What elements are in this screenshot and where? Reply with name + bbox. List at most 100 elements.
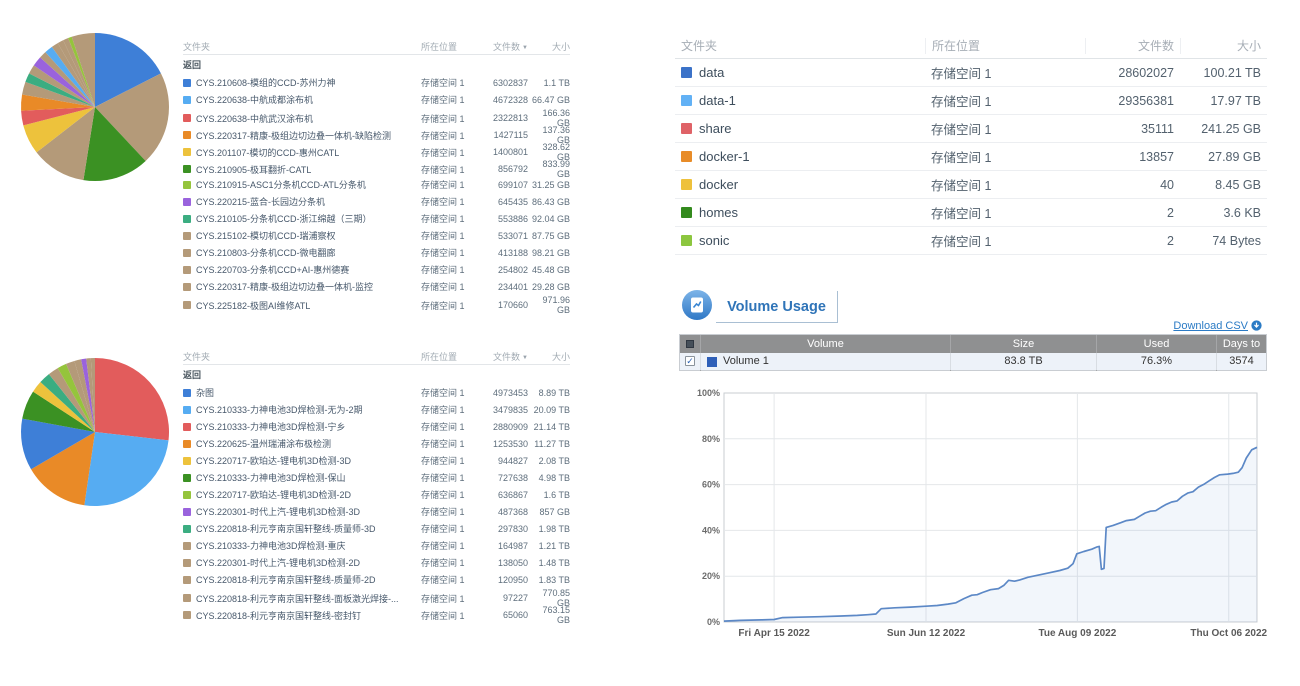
folder-name-cell: CYS.210333-力神电池3D焊检测-宁乡	[183, 420, 421, 433]
folder-row[interactable]: CYS.220215-蓝合-长园边分条机 存储空间 1 645435 86.43 GB	[183, 193, 570, 210]
folder-size: 833.99 GB	[542, 159, 570, 179]
folder-row[interactable]: CYS.210105-分条机CCD-浙江绵越（三期） 存储空间 1 553886 92…	[183, 210, 570, 227]
folder-row[interactable]: docker-1 存储空间 1 13857 27.89 GB	[675, 143, 1267, 171]
folder-name-cell: share	[675, 121, 925, 136]
folder-color-swatch	[183, 524, 191, 533]
folder-file-count: 699107	[497, 179, 528, 190]
back-link[interactable]: 返回	[183, 60, 202, 70]
back-row: 返回	[183, 365, 570, 384]
folder-row[interactable]: CYS.220717-欧珀达-锂电机3D检测-2D 存储空间 1 636867 1.6…	[183, 486, 570, 503]
folder-row[interactable]: CYS.220317-精康-极组边切边叠一体机-监控 存储空间 1 234401 29…	[183, 278, 570, 295]
folder-row[interactable]: CYS.220818-利元亨南京国轩整线-面板激光焊接-... 存储空间 1 972…	[183, 588, 570, 608]
folder-row[interactable]: CYS.220818-利元亨南京国轩整线-质量师-2D 存储空间 1 120950 1…	[183, 571, 570, 588]
folder-row[interactable]: CYS.210803-分条机CCD-微电翻廊 存储空间 1 413188 98.21 …	[183, 244, 570, 261]
pie-slice	[40, 374, 95, 432]
folder-name-cell: CYS.220301-时代上汽-锂电机3D检测-2D	[183, 556, 421, 569]
folder-name-cell: data-1	[675, 93, 925, 108]
folder-row[interactable]: 杂图 存储空间 1 4973453 8.89 TB	[183, 384, 570, 401]
folder-row[interactable]: data-1 存储空间 1 29356381 17.97 TB	[675, 87, 1267, 115]
folder-row[interactable]: CYS.220638-中航武汉涂布机 存储空间 1 2322813 166.36 GB	[183, 108, 570, 128]
folder-location: 存储空间 1	[421, 197, 465, 207]
folder-row[interactable]: CYS.220818-利元亨南京国轩整线-质量师-3D 存储空间 1 297830 1…	[183, 520, 570, 537]
folder-file-count: 35111	[1141, 121, 1174, 136]
folder-size-pie-chart-top	[20, 33, 169, 182]
select-all-checkbox-cell[interactable]	[680, 335, 700, 371]
column-header-count[interactable]: 文件数 ▼	[493, 351, 528, 362]
column-header-folder[interactable]: 文件夹	[681, 39, 718, 53]
folder-file-count: 2322813	[492, 113, 528, 123]
folder-location: 存储空间 1	[421, 422, 465, 432]
folder-name-cell: CYS.220625-温州瑞浦涂布极检测	[183, 437, 421, 450]
folder-size: 86.43 GB	[531, 196, 570, 207]
folder-location: 存储空间 1	[421, 300, 465, 311]
folder-row[interactable]: CYS.225182-极图AI维修ATL 存储空间 1 170660 971.96 G…	[183, 295, 570, 315]
folder-location: 存储空间 1	[931, 151, 992, 165]
folder-size: 74 Bytes	[1212, 233, 1261, 248]
folder-row[interactable]: share 存储空间 1 35111 241.25 GB	[675, 115, 1267, 143]
volume-checkbox[interactable]: ✓	[685, 356, 695, 366]
column-header-size[interactable]: 大小	[1180, 37, 1267, 54]
folder-row[interactable]: CYS.210333-力神电池3D焊检测-宁乡 存储空间 1 2880909 21.1…	[183, 418, 570, 435]
folder-row[interactable]: CYS.220638-中航成都涂布机 存储空间 1 4672328 66.47 GB	[183, 91, 570, 108]
folder-size: 166.36 GB	[542, 108, 570, 128]
download-icon[interactable]	[1251, 320, 1262, 331]
folder-row[interactable]: CYS.220317-精康-极组边切边叠一体机-缺陷检测 存储空间 1 142711…	[183, 125, 570, 145]
column-header-size[interactable]: 大小	[551, 41, 570, 52]
folder-location: 存储空间 1	[421, 180, 465, 190]
folder-row[interactable]: CYS.210608-模组的CCD-苏州力神 存储空间 1 6302837 1.1 T…	[183, 74, 570, 91]
folder-location: 存储空间 1	[931, 67, 992, 81]
folder-location: 存储空间 1	[421, 78, 465, 88]
folder-row[interactable]: homes 存储空间 1 2 3.6 KB	[675, 199, 1267, 227]
folder-row[interactable]: docker 存储空间 1 40 8.45 GB	[675, 171, 1267, 199]
folder-row[interactable]: CYS.210915-ASC1分条机CCD-ATL分条机 存储空间 1 699107…	[183, 176, 570, 193]
folder-row[interactable]: CYS.220818-利元亨南京国轩整线-密封钉 存储空间 1 65060 763.1…	[183, 605, 570, 625]
y-axis-tick-label: 60%	[702, 480, 720, 490]
folder-row[interactable]: CYS.220301-时代上汽-锂电机3D检测-3D 存储空间 1 487368 85…	[183, 503, 570, 520]
folder-row[interactable]: CYS.201107-模切的CCD-惠州CATL 存储空间 1 1400801 328…	[183, 142, 570, 162]
folder-size: 137.36 GB	[542, 125, 570, 145]
x-axis-tick-label: Tue Aug 09 2022	[1038, 628, 1116, 639]
select-all-checkbox[interactable]	[686, 340, 694, 349]
folder-color-swatch	[183, 214, 191, 223]
folder-row[interactable]: CYS.210333-力神电池3D焊检测-保山 存储空间 1 727638 4.98 …	[183, 469, 570, 486]
column-header-count[interactable]: 文件数	[1085, 37, 1180, 54]
folder-location: 存储空间 1	[421, 265, 465, 275]
sort-desc-icon: ▼	[522, 354, 528, 361]
folder-row[interactable]: CYS.220301-时代上汽-锂电机3D检测-2D 存储空间 1 138050 1.…	[183, 554, 570, 571]
volume-row[interactable]: ✓ Volume 1 83.8 TB 76.3% 3574	[680, 353, 1266, 370]
folder-file-count: 40	[1160, 177, 1174, 192]
folder-size: 8.89 TB	[538, 387, 570, 398]
folder-file-count: 3479835	[492, 404, 528, 415]
pie-slice	[84, 432, 169, 507]
column-header-location[interactable]: 所在位置	[421, 41, 458, 52]
folder-row[interactable]: sonic 存储空间 1 2 74 Bytes	[675, 227, 1267, 255]
column-header-folder[interactable]: 文件夹	[183, 351, 211, 362]
folder-row[interactable]: CYS.220717-欧珀达-锂电机3D检测-3D 存储空间 1 944827 2.0…	[183, 452, 570, 469]
column-header-location[interactable]: 所在位置	[421, 351, 458, 362]
folder-size: 3.6 KB	[1223, 205, 1261, 220]
folder-row[interactable]: CYS.220625-温州瑞浦涂布极检测 存储空间 1 1253530 11.27 T…	[183, 435, 570, 452]
column-header-count[interactable]: 文件数 ▼	[493, 41, 528, 52]
download-csv: Download CSV	[1060, 320, 1262, 332]
folder-row[interactable]: CYS.210905-极耳翻折-CATL 存储空间 1 856792 833.99 G…	[183, 159, 570, 179]
folder-name-cell: CYS.220818-利元亨南京国轩整线-密封钉	[183, 609, 421, 622]
folder-row[interactable]: data 存储空间 1 28602027 100.21 TB	[675, 59, 1267, 87]
back-link[interactable]: 返回	[183, 370, 202, 380]
folder-location: 存储空间 1	[421, 164, 465, 175]
column-header-size[interactable]: 大小	[551, 351, 570, 362]
folder-file-count: 1427115	[493, 130, 528, 140]
folder-name: CYS.220301-时代上汽-锂电机3D检测-2D	[196, 558, 361, 568]
folder-row[interactable]: CYS.220703-分条机CCD+AI-惠州德赛 存储空间 1 254802 45.…	[183, 261, 570, 278]
pie-slice	[21, 107, 96, 126]
pie-slice	[57, 40, 95, 107]
folder-location: 存储空间 1	[421, 558, 465, 568]
folder-row[interactable]: CYS.210333-力神电池3D焊检测-无为-2期 存储空间 1 3479835 2…	[183, 401, 570, 418]
folder-size-pie-chart-bottom	[21, 358, 170, 507]
column-header-location[interactable]: 所在位置	[925, 37, 1085, 54]
download-csv-link[interactable]: Download CSV	[1173, 320, 1248, 332]
folder-row[interactable]: CYS.210333-力神电池3D焊检测-重庆 存储空间 1 164987 1.21 …	[183, 537, 570, 554]
folder-row[interactable]: CYS.215102-模切机CCD-瑞浦察权 存储空间 1 533071 87.75 …	[183, 227, 570, 244]
volume-days-to-full: 3574	[1216, 353, 1266, 370]
folder-name: CYS.210333-力神电池3D焊检测-重庆	[196, 541, 346, 551]
column-header-folder[interactable]: 文件夹	[183, 41, 211, 52]
